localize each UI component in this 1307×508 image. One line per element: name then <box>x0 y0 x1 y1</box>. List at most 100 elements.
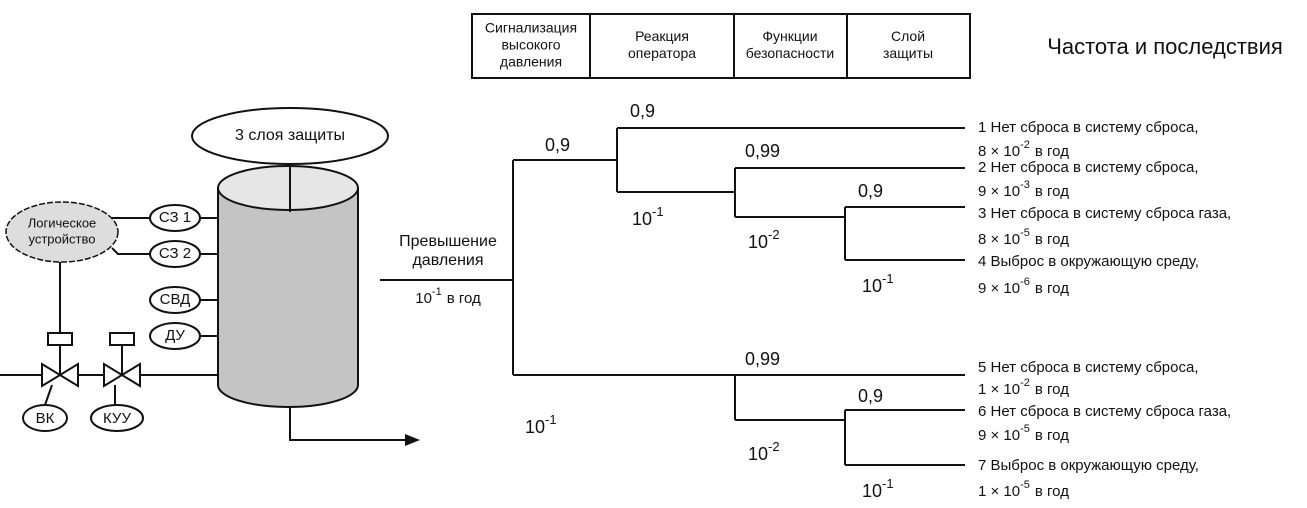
event-tree <box>380 127 965 466</box>
power-label: 10-1 <box>862 476 894 500</box>
exponent: -1 <box>882 476 894 491</box>
label: 0,9 <box>545 135 570 155</box>
label: 0,9 <box>858 386 883 406</box>
base: 9 × 10 <box>978 183 1020 200</box>
label: устройство <box>29 231 96 246</box>
exponent: -1 <box>545 412 557 427</box>
label: Логическое <box>28 215 97 230</box>
power-label: 9 × 10-3 в год <box>978 179 1069 200</box>
label: 3 Нет сброса в систему сброса газа, <box>978 205 1231 222</box>
unit: в год <box>1035 280 1069 297</box>
tag-oval <box>149 322 201 350</box>
tag-oval <box>149 204 201 232</box>
power-label: 8 × 10-2 в год <box>978 139 1069 160</box>
unit: в год <box>1035 231 1069 248</box>
power-label: 10-2 <box>748 227 780 251</box>
power-label: 10-2 <box>748 439 780 463</box>
header-dividers <box>589 14 848 78</box>
exponent: -2 <box>768 439 780 454</box>
base: 8 × 10 <box>978 231 1020 248</box>
label: ДУ <box>165 327 185 344</box>
actuator <box>109 332 135 346</box>
valve <box>103 362 141 388</box>
power-label: 8 × 10-5 в год <box>978 227 1069 248</box>
label: безопасности <box>746 45 835 61</box>
base: 10 <box>748 232 768 252</box>
label: 5 Нет сброса в систему сброса, <box>978 359 1199 376</box>
power-label: 1 × 10-5 в год <box>978 479 1069 500</box>
arrow-head <box>405 434 420 446</box>
unit: в год <box>447 290 481 307</box>
label: ВК <box>36 410 55 427</box>
label: 0,99 <box>745 349 780 369</box>
label: 2 Нет сброса в систему сброса, <box>978 159 1199 176</box>
unit: в год <box>1035 381 1069 398</box>
label: Сигнализация <box>485 20 577 36</box>
exponent: -1 <box>652 204 664 219</box>
label: 0,99 <box>745 141 780 161</box>
unit: в год <box>1035 483 1069 500</box>
unit: в год <box>1035 427 1069 444</box>
power-label: 10-1 <box>632 204 664 228</box>
valve-oval <box>90 404 144 432</box>
label: Функции <box>762 28 817 44</box>
label: 7 Выброс в окружающую среду, <box>978 457 1199 474</box>
unit: в год <box>1035 183 1069 200</box>
label: СЗ 1 <box>159 209 191 226</box>
base: 10 <box>748 444 768 464</box>
exponent: -2 <box>768 227 780 242</box>
power-label: 10-1 в год <box>415 286 481 307</box>
exponent: -6 <box>1020 276 1030 288</box>
base: 9 × 10 <box>978 280 1020 297</box>
label: 0,9 <box>630 101 655 121</box>
exponent: -1 <box>882 271 894 286</box>
label: давления <box>500 54 562 70</box>
power-label: 10-1 <box>862 271 894 295</box>
label: 4 Выброс в окружающую среду, <box>978 253 1199 270</box>
label: защиты <box>883 45 933 61</box>
tag-oval <box>149 286 201 314</box>
label: давления <box>412 252 483 269</box>
label: высокого <box>501 37 560 53</box>
power-label: 9 × 10-6 в год <box>978 276 1069 297</box>
base: 10 <box>632 209 652 229</box>
base: 10 <box>862 481 882 501</box>
label: 0,9 <box>858 181 883 201</box>
valve <box>41 362 79 388</box>
base: 1 × 10 <box>978 381 1020 398</box>
exponent: -5 <box>1020 227 1030 239</box>
exponent: -3 <box>1020 179 1030 191</box>
vessel-top <box>217 165 359 211</box>
base: 1 × 10 <box>978 483 1020 500</box>
label: Частота и последствия <box>1047 34 1283 59</box>
header-box <box>471 13 971 79</box>
base: 10 <box>525 417 545 437</box>
label: СЗ 2 <box>159 245 191 262</box>
label: Слой <box>891 28 925 44</box>
power-label: 10-1 <box>525 412 557 436</box>
signal-lines <box>59 217 218 337</box>
base: 10 <box>415 290 432 307</box>
label: КУУ <box>103 410 131 427</box>
exponent: -1 <box>432 286 442 298</box>
label: 3 слоя защиты <box>235 127 345 144</box>
unit: в год <box>1035 143 1069 160</box>
vessel-body <box>217 187 359 408</box>
base: 9 × 10 <box>978 427 1020 444</box>
exponent: -5 <box>1020 479 1030 491</box>
actuator <box>47 332 73 346</box>
power-label: 9 × 10-5 в год <box>978 423 1069 444</box>
valve-oval <box>22 404 68 432</box>
logic-cloud <box>5 201 119 263</box>
exponent: -2 <box>1020 139 1030 151</box>
label: 6 Нет сброса в систему сброса газа, <box>978 403 1231 420</box>
base: 8 × 10 <box>978 143 1020 160</box>
label: Реакция <box>635 28 689 44</box>
exponent: -5 <box>1020 423 1030 435</box>
label: оператора <box>628 45 696 61</box>
exponent: -2 <box>1020 377 1030 389</box>
label: 1 Нет сброса в систему сброса, <box>978 119 1199 136</box>
label: Превышение <box>399 233 497 250</box>
power-label: 1 × 10-2 в год <box>978 377 1069 398</box>
